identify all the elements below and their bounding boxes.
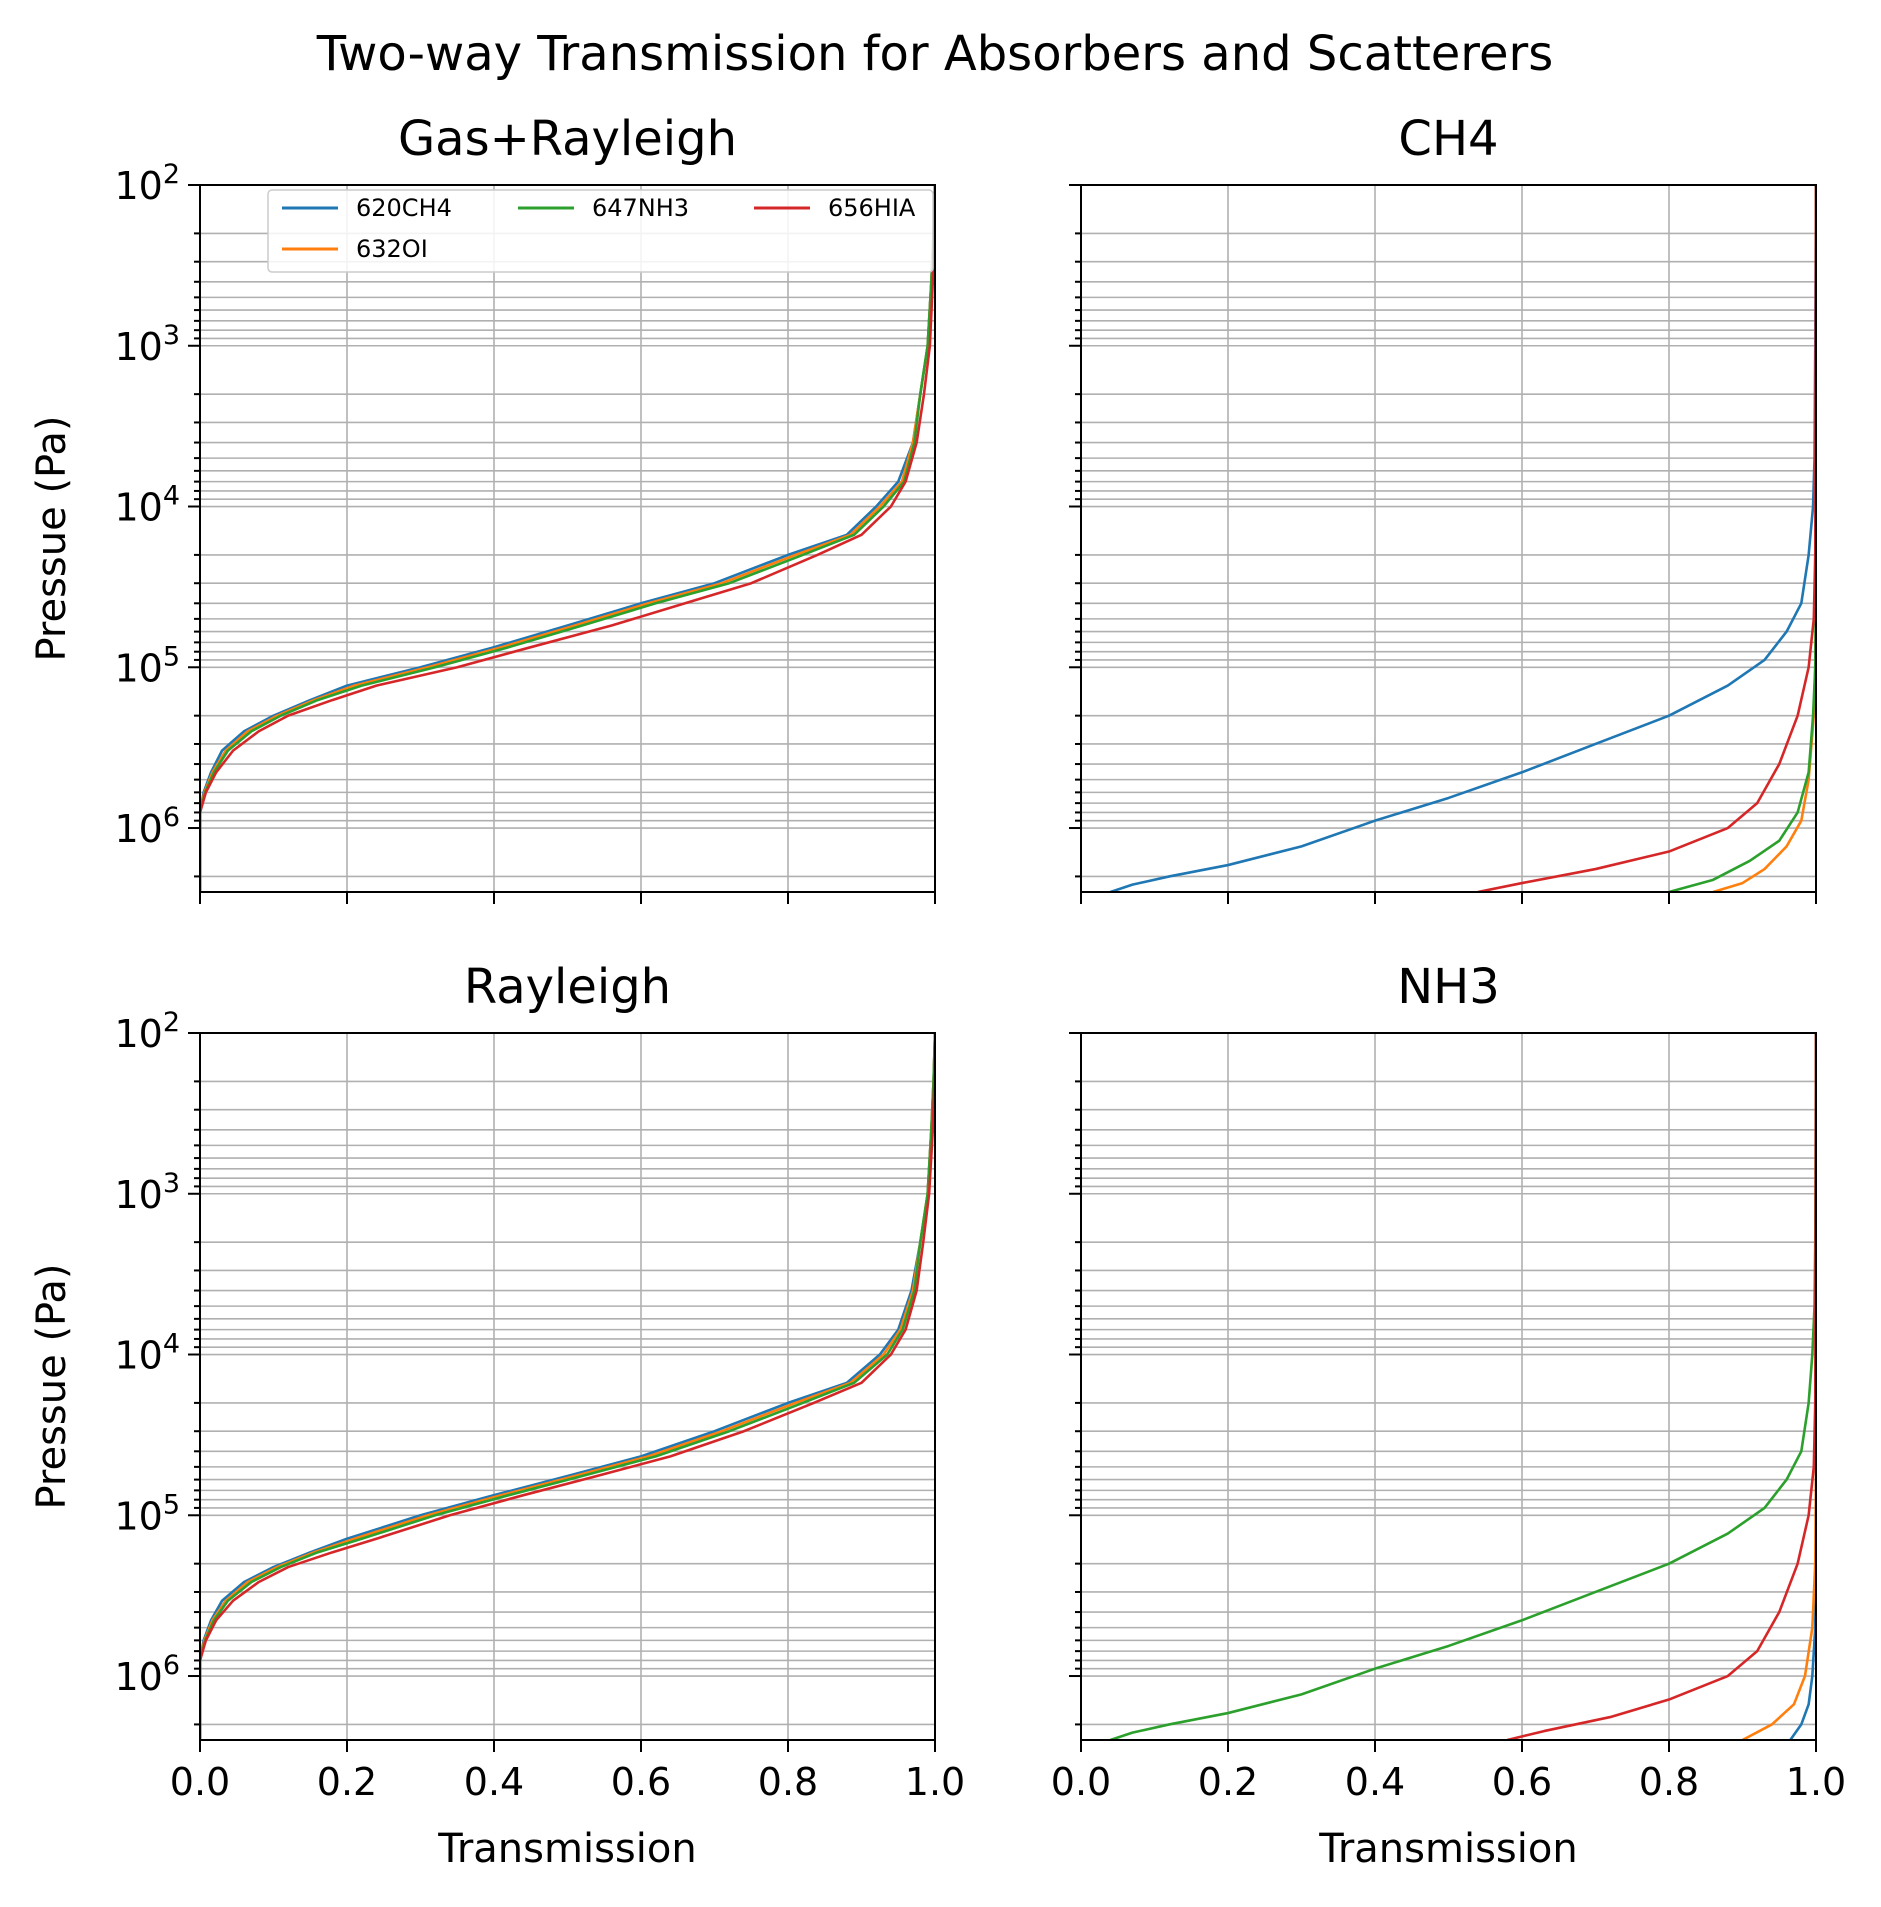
series-line-647NH3 [200,185,935,892]
panel-title: Gas+Rayleigh [398,111,737,167]
axes-frame [199,184,936,893]
y-tick-label-base: 10 [114,325,162,369]
y-tick-label: 102 [114,1007,180,1056]
y-tick-label: 106 [114,802,180,851]
x-tick-label: 0.2 [317,1760,377,1804]
grid-lines [199,1032,936,1740]
y-tick-label-exponent: 6 [163,1650,180,1681]
legend: 620CH4 647NH3 656HIA 632OI [267,189,934,273]
y-tick-label-exponent: 2 [163,159,180,190]
y-tick-label: 103 [114,320,180,369]
y-tick-label: 103 [114,1168,180,1217]
series-line-647NH3 [1109,1033,1816,1740]
figure-title: Two-way Transmission for Absorbers and S… [316,26,1554,82]
series-line-656HIA [1506,1033,1816,1740]
y-axis-label: Pressue (Pa) [29,1264,75,1510]
series-line-656HIA [1477,185,1816,892]
panel-title: CH4 [1398,111,1498,167]
axis-ticks [188,184,936,904]
y-tick-label: 105 [114,641,180,690]
series-line-647NH3 [200,1033,935,1740]
series-line-656HIA [200,1033,935,1740]
y-tick-label-exponent: 4 [163,1329,180,1360]
y-tick-label-base: 10 [114,486,162,530]
y-tick-label-exponent: 3 [163,1168,180,1199]
y-tick-label-base: 10 [114,164,162,208]
x-tick-label: 1.0 [1786,1760,1846,1804]
panel-title: NH3 [1397,959,1500,1015]
x-tick-label: 0.6 [611,1760,671,1804]
y-tick-label: 104 [114,481,180,530]
y-tick-label-exponent: 6 [163,802,180,833]
axes-frame [199,1032,936,1741]
x-tick-label: 0.2 [1198,1760,1258,1804]
y-tick-label-exponent: 5 [163,1489,180,1520]
series-group [1109,185,1816,892]
y-tick-label-base: 10 [114,1334,162,1378]
y-tick-label-base: 10 [114,807,162,851]
y-tick-label-exponent: 4 [163,481,180,512]
legend-label-620CH4: 620CH4 [356,194,452,222]
x-axis-label: Transmission [1318,1826,1577,1872]
y-tick-label-base: 10 [114,1173,162,1217]
y-tick-label-base: 10 [114,646,162,690]
legend-label-647NH3: 647NH3 [592,194,689,222]
x-tick-label: 1.0 [905,1760,965,1804]
y-tick-label-base: 10 [114,1494,162,1538]
y-tick-label-base: 10 [114,1012,162,1056]
x-tick-label: 0.8 [1639,1760,1699,1804]
y-tick-label-exponent: 3 [163,320,180,351]
series-group [200,185,935,892]
y-tick-label: 104 [114,1329,180,1378]
y-axis-label: Pressue (Pa) [29,416,75,662]
series-line-656HIA [200,185,935,892]
axes-frame [1080,184,1817,893]
axes-frame [1080,1032,1817,1741]
panel-title: Rayleigh [464,959,671,1015]
chart-panel-top-right: CH4 [1069,111,1817,904]
x-tick-label: 0.4 [464,1760,524,1804]
x-tick-label: 0.8 [758,1760,818,1804]
legend-box [267,189,934,273]
y-tick-label: 105 [114,1489,180,1538]
y-tick-label-base: 10 [114,1655,162,1699]
x-tick-label: 0.4 [1345,1760,1405,1804]
legend-label-632OI: 632OI [356,235,428,263]
series-group [200,1033,935,1740]
y-tick-label-exponent: 2 [163,1007,180,1038]
series-line-620CH4 [1109,185,1816,892]
series-line-620CH4 [1789,1033,1816,1740]
y-tick-label-exponent: 5 [163,641,180,672]
y-tick-label: 102 [114,159,180,208]
legend-label-656HIA: 656HIA [828,194,916,222]
chart-panel-bottom-right: NH3 0.0 0.2 0.4 0.6 0.8 1.0 Transmission [1051,959,1846,1872]
y-tick-label: 106 [114,1650,180,1699]
x-tick-label: 0.6 [1492,1760,1552,1804]
x-axis-label: Transmission [437,1826,696,1872]
x-tick-label: 0.0 [170,1760,230,1804]
x-tick-label: 0.0 [1051,1760,1111,1804]
